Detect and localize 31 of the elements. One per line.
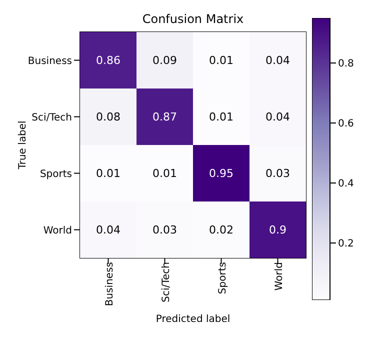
- chart-title: Confusion Matrix: [141, 12, 245, 26]
- data-label: 0.01: [209, 54, 234, 68]
- data-label: 0.9: [269, 224, 286, 237]
- data-label: 0.03: [266, 167, 290, 180]
- data-label: 0.08: [96, 110, 120, 124]
- x-tick-label: Sports: [217, 262, 228, 294]
- x-tick-label: World: [274, 262, 285, 291]
- data-label: 0.95: [209, 167, 234, 180]
- color-bar-label: 0.2: [338, 238, 354, 250]
- data-label: 0.04: [96, 224, 120, 237]
- x-tick-label: Sci/Tech: [160, 262, 172, 302]
- data-label: 0.09: [152, 54, 177, 68]
- data-label: 0.01: [96, 167, 120, 180]
- data-label: 0.04: [266, 110, 290, 124]
- y-axis-title: True label: [18, 120, 29, 170]
- y-tick-label: Sports: [40, 168, 72, 180]
- y-tick-label: World: [43, 225, 72, 236]
- data-label: 0.01: [209, 110, 234, 124]
- data-label: 0.87: [152, 110, 177, 124]
- color-bar-label: 0.4: [338, 178, 354, 190]
- color-bar-label: 0.8: [338, 58, 354, 70]
- data-label: 0.86: [96, 54, 120, 68]
- y-tick-label: Sci/Tech: [32, 112, 72, 124]
- data-label: 0.02: [209, 224, 234, 237]
- x-tick-label: Business: [104, 262, 116, 306]
- data-label: 0.01: [152, 167, 177, 180]
- y-tick-label: Business: [28, 56, 72, 67]
- x-axis-title: Predicted label: [156, 314, 230, 325]
- color-bar-label: 0.6: [338, 118, 354, 130]
- data-label: 0.03: [152, 224, 177, 237]
- data-label: 0.04: [266, 54, 290, 68]
